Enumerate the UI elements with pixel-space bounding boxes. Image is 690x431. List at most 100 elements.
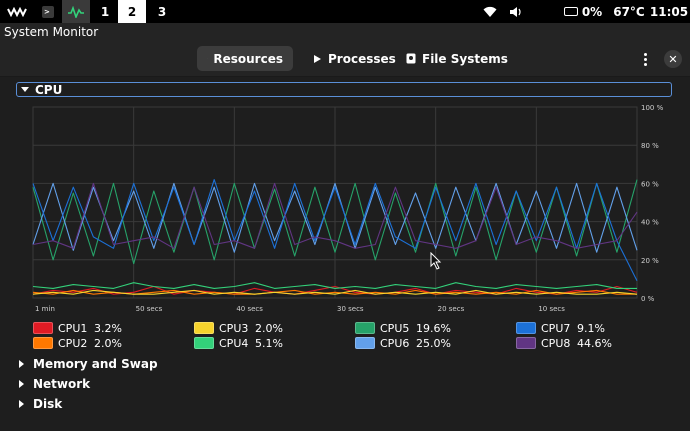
legend-item-cpu5[interactable]: CPU5 19.6% (355, 321, 451, 335)
cpu-section-title: CPU (35, 82, 63, 97)
tab-label: Resources (213, 51, 283, 66)
series-line-cpu8 (32, 182, 638, 249)
legend-cpu-value: 44.6% (577, 336, 612, 350)
tab-file-systems[interactable]: File Systems (396, 46, 518, 71)
tab-processes[interactable]: Processes (303, 46, 406, 71)
temperature-text: 67°C (613, 4, 645, 19)
battery-level: 0% (581, 4, 603, 19)
app-menu-logo[interactable] (4, 0, 32, 23)
volume-button[interactable] (506, 0, 526, 23)
legend-cpu-name: CPU2 (58, 336, 88, 350)
legend-item-cpu3[interactable]: CPU3 2.0% (194, 321, 283, 335)
terminal-app-button[interactable]: > (36, 0, 60, 23)
legend-cpu-name: CPU8 (541, 336, 571, 350)
window-title: System Monitor (4, 25, 99, 39)
legend-cpu-name: CPU7 (541, 321, 571, 335)
disk-icon (406, 53, 416, 64)
y-tick-label: 60 % (641, 180, 659, 188)
series-line-cpu1 (32, 285, 638, 295)
x-tick-label: 50 secs (136, 305, 163, 313)
series-line-cpu5 (32, 179, 638, 265)
system-monitor-app-button[interactable] (62, 0, 90, 23)
legend-swatch[interactable] (516, 322, 536, 334)
logo-icon (7, 6, 27, 17)
top-bar: > 1 2 3 0% 67°C 11:05 (0, 0, 690, 23)
window-title-bar: System Monitor (0, 23, 690, 41)
legend-cpu-name: CPU5 (380, 321, 410, 335)
y-tick-label: 40 % (641, 219, 659, 227)
legend-cpu-value: 3.2% (94, 321, 122, 335)
workspace-2[interactable]: 2 (118, 0, 146, 23)
legend-swatch[interactable] (194, 322, 214, 334)
disk-section-header[interactable]: Disk (19, 397, 62, 411)
x-tick-label: 10 secs (538, 305, 565, 313)
volume-icon (510, 6, 521, 17)
legend-cpu-value: 9.1% (577, 321, 605, 335)
cpu-section-header[interactable]: CPU (16, 82, 672, 97)
tab-resources[interactable]: Resources (197, 46, 293, 71)
resources-view: CPU 100 % 80 % 60 % 40 % 20 % 0 % 1 min 50 secs… (0, 77, 690, 431)
legend-swatch[interactable] (355, 337, 375, 349)
clock[interactable]: 11:05 (649, 0, 689, 23)
mouse-pointer-icon (430, 252, 442, 270)
y-tick-label: 80 % (641, 142, 659, 150)
dot (643, 52, 647, 56)
play-icon (314, 54, 321, 63)
legend-cpu-value: 2.0% (94, 336, 122, 350)
cpu-history-graph: 100 % 80 % 60 % 40 % 20 % 0 % 1 min 50 secs 40 s… (32, 104, 664, 313)
legend-swatch[interactable] (33, 322, 53, 334)
section-title: Memory and Swap (33, 357, 158, 371)
temperature-indicator: 67°C (612, 0, 646, 23)
legend-swatch[interactable] (33, 337, 53, 349)
terminal-icon: > (42, 5, 54, 18)
y-tick-label: 100 % (641, 104, 664, 112)
tab-label: File Systems (422, 51, 508, 66)
section-title: Network (33, 377, 91, 391)
tab-label: Processes (328, 51, 396, 66)
y-tick-label: 0 % (641, 295, 655, 303)
battery-icon (563, 7, 578, 16)
legend-cpu-value: 2.0% (255, 321, 283, 335)
x-tick-label: 40 secs (236, 305, 263, 313)
legend-item-cpu1[interactable]: CPU1 3.2% (33, 321, 122, 335)
collapsed-arrow-icon (19, 380, 24, 388)
legend-cpu-value: 25.0% (416, 336, 451, 350)
collapsed-arrow-icon (19, 360, 24, 368)
legend-item-cpu6[interactable]: CPU6 25.0% (355, 336, 451, 350)
legend-cpu-value: 19.6% (416, 321, 451, 335)
legend-swatch[interactable] (194, 337, 214, 349)
dot (643, 57, 647, 61)
legend-item-cpu8[interactable]: CPU8 44.6% (516, 336, 612, 350)
workspace-1[interactable]: 1 (100, 4, 110, 19)
series-line-cpu3 (32, 289, 638, 295)
series-line-cpu7 (32, 179, 638, 282)
legend-swatch[interactable] (516, 337, 536, 349)
memory-section-header[interactable]: Memory and Swap (19, 357, 158, 371)
y-tick-label: 20 % (641, 257, 659, 265)
series-line-cpu6 (32, 182, 638, 253)
x-tick-label: 20 secs (438, 305, 465, 313)
expanded-arrow-icon (21, 87, 29, 92)
battery-indicator[interactable]: 0% (562, 0, 604, 23)
clock-text: 11:05 (649, 4, 689, 19)
close-button[interactable]: ✕ (664, 50, 682, 68)
legend-cpu-name: CPU6 (380, 336, 410, 350)
section-title: Disk (33, 397, 63, 411)
legend-item-cpu7[interactable]: CPU7 9.1% (516, 321, 605, 335)
series-line-cpu4 (32, 282, 637, 289)
collapsed-arrow-icon (19, 400, 24, 408)
legend-cpu-name: CPU1 (58, 321, 88, 335)
legend-item-cpu4[interactable]: CPU4 5.1% (194, 336, 283, 350)
activity-icon (68, 5, 84, 18)
wifi-button[interactable] (480, 0, 500, 23)
wifi-icon (483, 6, 497, 17)
legend-item-cpu2[interactable]: CPU2 2.0% (33, 336, 122, 350)
network-section-header[interactable]: Network (19, 377, 90, 391)
workspace-3[interactable]: 3 (157, 4, 167, 19)
legend-cpu-value: 5.1% (255, 336, 283, 350)
dot (643, 62, 647, 66)
x-tick-label: 1 min (35, 305, 55, 313)
main-menu-button[interactable] (638, 49, 652, 69)
legend-cpu-name: CPU3 (219, 321, 249, 335)
legend-swatch[interactable] (355, 322, 375, 334)
